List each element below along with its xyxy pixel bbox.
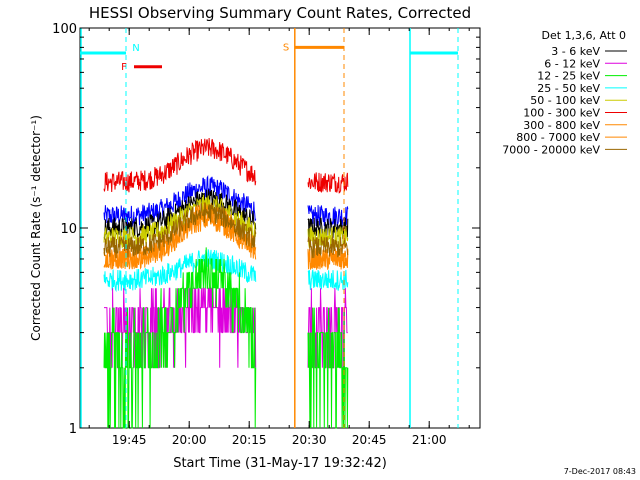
series-line-7000_20000keV <box>103 202 257 259</box>
x-tick-label: 20:00 <box>172 433 207 447</box>
series-line-7000_20000keV <box>307 236 349 259</box>
timestamp: 7-Dec-2017 08:43 <box>564 467 636 476</box>
x-tick-label: 20:30 <box>292 433 327 447</box>
annotations: NF S <box>80 28 459 428</box>
legend-title: Det 1,3,6, Att 0 <box>542 29 626 42</box>
series-line-12_25keV <box>307 307 349 429</box>
legend-label: 800 - 7000 keV <box>516 131 600 144</box>
legend-label: 25 - 50 keV <box>537 82 600 95</box>
y-tick-label: 1 <box>69 422 77 437</box>
series-line-25_50keV <box>103 249 257 293</box>
saa-flag-label: S <box>283 42 289 53</box>
x-axis: 19:45 20:00 20:15 20:30 20:45 21:00 <box>88 28 470 447</box>
legend-label: 300 - 800 keV <box>523 119 600 132</box>
legend-label: 7000 - 20000 keV <box>502 143 600 156</box>
series-line-800_7000keV <box>307 247 349 270</box>
plot-area: NF S <box>79 27 481 429</box>
x-tick-label: 20:15 <box>232 433 267 447</box>
legend-label: 6 - 12 keV <box>544 57 600 70</box>
x-tick-label: 21:00 <box>412 433 447 447</box>
legend-label: 50 - 100 keV <box>530 94 600 107</box>
legend-label: 3 - 6 keV <box>551 45 600 58</box>
chart-title: HESSI Observing Summary Count Rates, Cor… <box>89 4 471 22</box>
series-line-25_50keV <box>307 269 349 291</box>
legend-label: 100 - 300 keV <box>523 107 600 120</box>
y-tick-label: 10 <box>60 222 77 237</box>
legend-label: 12 - 25 keV <box>537 70 600 83</box>
y-axis-label: Corrected Count Rate (s⁻¹ detector⁻¹) <box>29 115 43 341</box>
series-line-100_300keV <box>307 172 349 194</box>
flare-flag-label: F <box>121 62 127 73</box>
series-line-800_7000keV <box>103 209 257 270</box>
data-lines <box>103 137 349 429</box>
y-tick-label: 100 <box>52 22 77 37</box>
x-tick-label: 20:45 <box>352 433 387 447</box>
night-flag-label: N <box>132 43 139 54</box>
series-line-100_300keV <box>103 137 257 193</box>
x-tick-label: 19:45 <box>112 433 147 447</box>
y-axis: 1 10 100 <box>52 22 480 437</box>
series-line-3_6keV <box>307 217 349 239</box>
series-line-12_25keV <box>103 247 257 429</box>
x-axis-label: Start Time (31-May-17 19:32:42) <box>173 456 387 471</box>
